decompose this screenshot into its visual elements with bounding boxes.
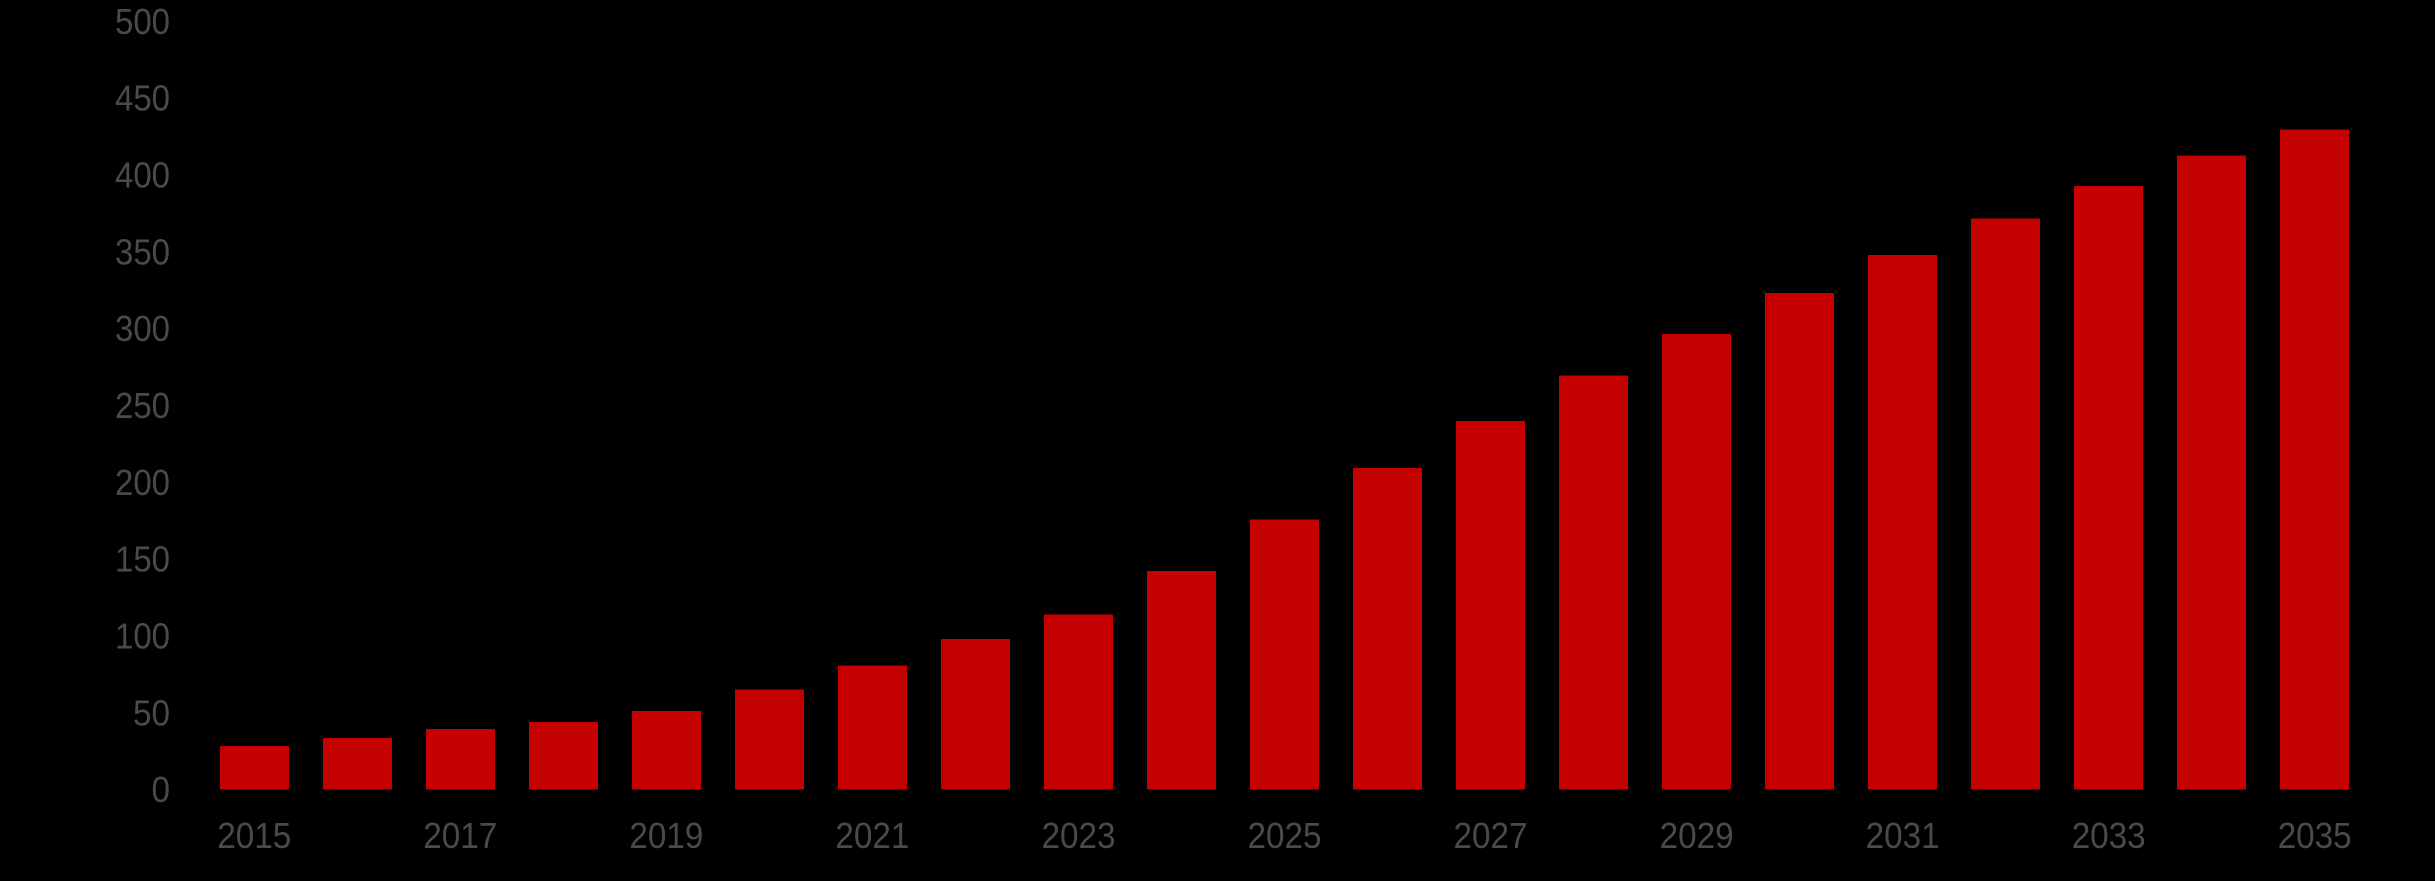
svg-text:2021: 2021 <box>835 815 909 856</box>
svg-text:2029: 2029 <box>1660 815 1734 856</box>
svg-text:150: 150 <box>115 539 170 580</box>
svg-text:450: 450 <box>115 78 170 119</box>
svg-text:300: 300 <box>115 308 170 349</box>
svg-text:2015: 2015 <box>217 815 291 856</box>
svg-text:2025: 2025 <box>1248 815 1322 856</box>
svg-text:250: 250 <box>115 385 170 426</box>
svg-text:2023: 2023 <box>1042 815 1116 856</box>
svg-text:2019: 2019 <box>629 815 703 856</box>
svg-text:2027: 2027 <box>1454 815 1528 856</box>
svg-text:2033: 2033 <box>2072 815 2146 856</box>
svg-text:350: 350 <box>115 231 170 272</box>
svg-text:200: 200 <box>115 462 170 503</box>
svg-text:2031: 2031 <box>1866 815 1940 856</box>
svg-text:400: 400 <box>115 155 170 196</box>
svg-text:2035: 2035 <box>2278 815 2352 856</box>
svg-text:50: 50 <box>133 692 170 733</box>
svg-text:2017: 2017 <box>423 815 497 856</box>
svg-text:0: 0 <box>152 769 171 810</box>
svg-text:100: 100 <box>115 616 170 657</box>
svg-text:500: 500 <box>115 1 170 42</box>
